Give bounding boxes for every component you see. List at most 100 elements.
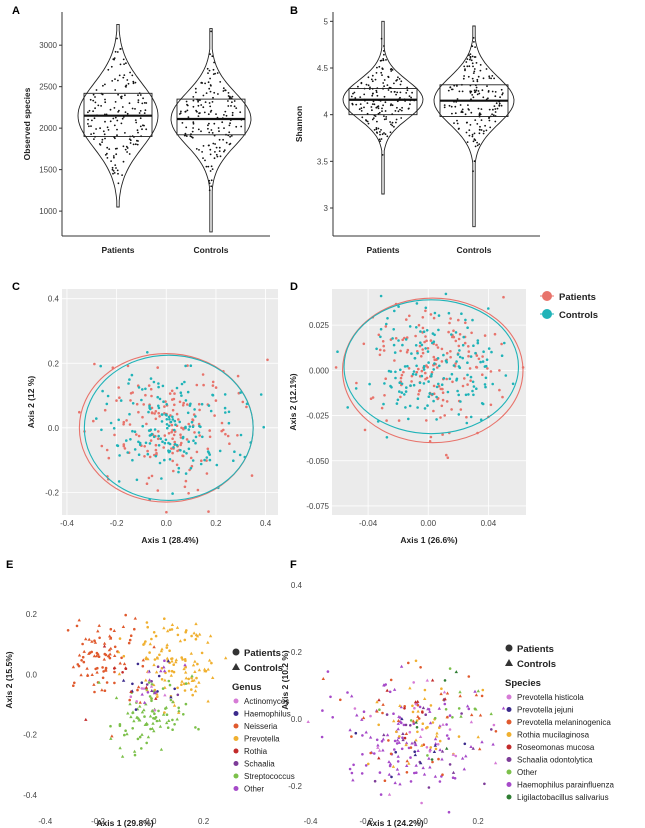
data-point [240,125,243,128]
data-point-controls [425,329,429,332]
data-point-control [405,764,409,767]
legend-controls-label: Controls [517,659,556,670]
data-point-control [401,738,405,742]
legend-item-label: Neisseria [244,722,278,731]
y-tick-label: 5 [324,17,329,26]
x-tick-label: 0.0 [161,519,173,528]
data-point-controls [159,437,162,441]
data-point-controls [418,381,422,385]
data-point-patient [423,688,427,692]
panel-c-x-label: Axis 1 (28.4%) [141,535,198,545]
data-point [124,132,126,134]
data-point-patient [415,771,418,774]
data-point [200,104,203,106]
data-point-controls [153,428,157,431]
data-point-patients [429,435,433,439]
data-point-controls [476,339,480,342]
x-tick-label: -0.2 [360,817,374,826]
data-point-controls [391,337,394,340]
data-point-patient [405,771,409,774]
data-point-patient [467,675,471,678]
data-point-patients [383,394,386,397]
data-point [137,131,139,134]
data-point-control [476,689,480,693]
data-point [132,82,135,85]
data-point-patients [454,362,457,365]
data-point [202,106,205,109]
panel-label-b: B [290,5,298,17]
data-point-patients [183,485,187,489]
data-point-patient [191,693,194,697]
data-point-patient [163,617,166,620]
data-point [394,110,397,112]
data-point-patient [129,634,133,637]
data-point-patient [154,716,158,719]
legend-item-marker [506,769,512,775]
data-point-patient [438,739,442,743]
data-point [382,59,385,62]
ellipse-controls [83,354,254,502]
data-point [134,119,137,121]
data-point [229,122,232,125]
data-point-control [129,689,133,693]
data-point-control [163,693,167,697]
data-point-controls [389,370,393,373]
data-point-patient [401,736,404,739]
data-point-patient [448,728,452,731]
data-point [379,59,382,62]
data-point-patient [413,706,416,710]
x-tick-label: -0.04 [359,519,378,528]
data-point-control [191,663,196,667]
data-point-patient [431,721,435,724]
y-tick-label: -0.050 [306,457,329,466]
data-point-control [414,763,418,767]
data-point-controls [157,444,161,447]
data-point-controls [166,426,169,430]
data-point [113,124,116,127]
data-point [383,53,385,56]
data-point-control [100,688,104,692]
data-point [207,113,210,116]
data-point [383,115,385,117]
data-point [139,94,142,96]
data-point [383,85,385,88]
data-point-patients [440,347,444,351]
data-point-patient [445,723,448,726]
data-point [498,102,501,105]
data-point [192,105,195,108]
data-point-control [142,686,146,690]
panel-label-c: C [12,281,20,293]
data-point [390,91,393,93]
data-point [478,129,481,131]
data-point [478,114,481,117]
data-point-patients [401,338,405,342]
data-point [375,128,378,131]
data-point-patients [236,434,239,437]
data-point-controls [483,365,487,368]
data-point-controls [184,399,188,402]
data-point-control [428,709,432,713]
data-point-patient [448,763,452,766]
data-point-control [126,711,130,715]
data-point [405,92,408,94]
data-point [207,72,209,74]
data-point-patient [105,681,109,684]
panel-b-y-label: Shannon [294,106,304,142]
data-point-control [180,679,184,683]
data-point-patient [161,687,165,690]
data-point [482,96,485,99]
data-point-controls [480,402,484,405]
data-point-patient [467,707,471,711]
data-point [357,85,359,88]
data-point-patients [380,406,384,410]
data-point [473,56,476,58]
data-point-control [397,740,401,744]
data-point [376,66,378,69]
data-point [120,97,123,100]
data-point [373,129,376,131]
data-point-controls [152,435,156,439]
data-point [116,37,118,40]
data-point [351,102,354,105]
data-point [223,127,225,129]
data-point-patient [433,716,437,720]
